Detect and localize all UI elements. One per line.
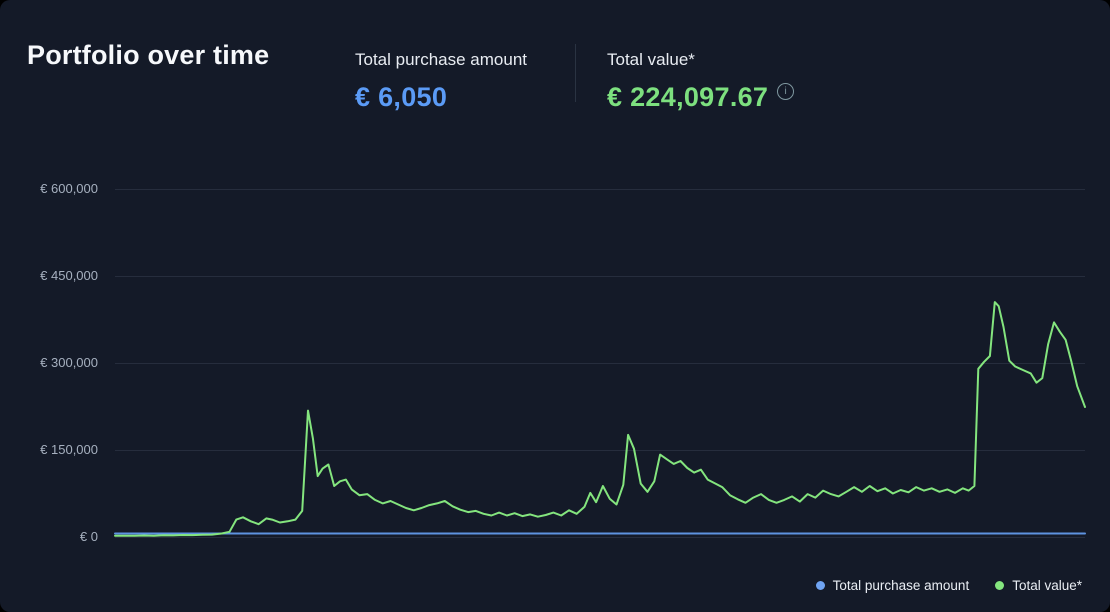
stat-total-purchase-amount: € 6,050 <box>355 82 448 112</box>
gridline-450000 <box>115 276 1085 277</box>
legend-label-total-purchase: Total purchase amount <box>832 578 970 593</box>
gridline-150000 <box>115 450 1085 451</box>
stat-total-purchase-value: € 6,050 <box>355 82 545 113</box>
legend-dot-green-icon <box>995 581 1005 590</box>
info-icon[interactable]: i <box>777 83 795 100</box>
stat-total-value-amount: € 224,097.67 <box>607 82 769 112</box>
chart-plot-area[interactable] <box>114 189 1086 538</box>
stat-total-value: Total value* € 224,097.67 i <box>607 40 797 113</box>
y-tick-label-0: € 0 <box>79 529 98 544</box>
legend-label-total-value: Total value* <box>1012 578 1082 593</box>
portfolio-line-chart[interactable] <box>114 189 1086 537</box>
gridline-0 <box>115 537 1085 538</box>
chart-legend: Total purchase amount Total value* <box>815 578 1082 593</box>
series-line-1 <box>114 301 1086 537</box>
stat-total-value-label: Total value* <box>607 50 695 69</box>
gridline-300000 <box>115 363 1085 364</box>
page-title: Portfolio over time <box>27 40 270 70</box>
stat-total-purchase: Total purchase amount € 6,050 <box>355 40 545 113</box>
y-tick-label-450000: € 450,000 <box>40 268 98 283</box>
legend-item-total-value[interactable]: Total value* <box>995 578 1082 593</box>
header: Portfolio over time Total purchase amoun… <box>27 40 797 113</box>
stat-total-purchase-label: Total purchase amount <box>355 50 527 69</box>
gridline-600000 <box>115 189 1085 190</box>
y-tick-label-300000: € 300,000 <box>40 355 98 370</box>
y-tick-label-150000: € 150,000 <box>40 442 98 457</box>
legend-item-total-purchase[interactable]: Total purchase amount <box>815 578 970 593</box>
y-tick-label-600000: € 600,000 <box>40 181 98 196</box>
legend-dot-blue-icon <box>815 581 825 590</box>
stat-total-value-value: € 224,097.67 i <box>607 82 797 113</box>
stats-divider <box>575 44 576 102</box>
